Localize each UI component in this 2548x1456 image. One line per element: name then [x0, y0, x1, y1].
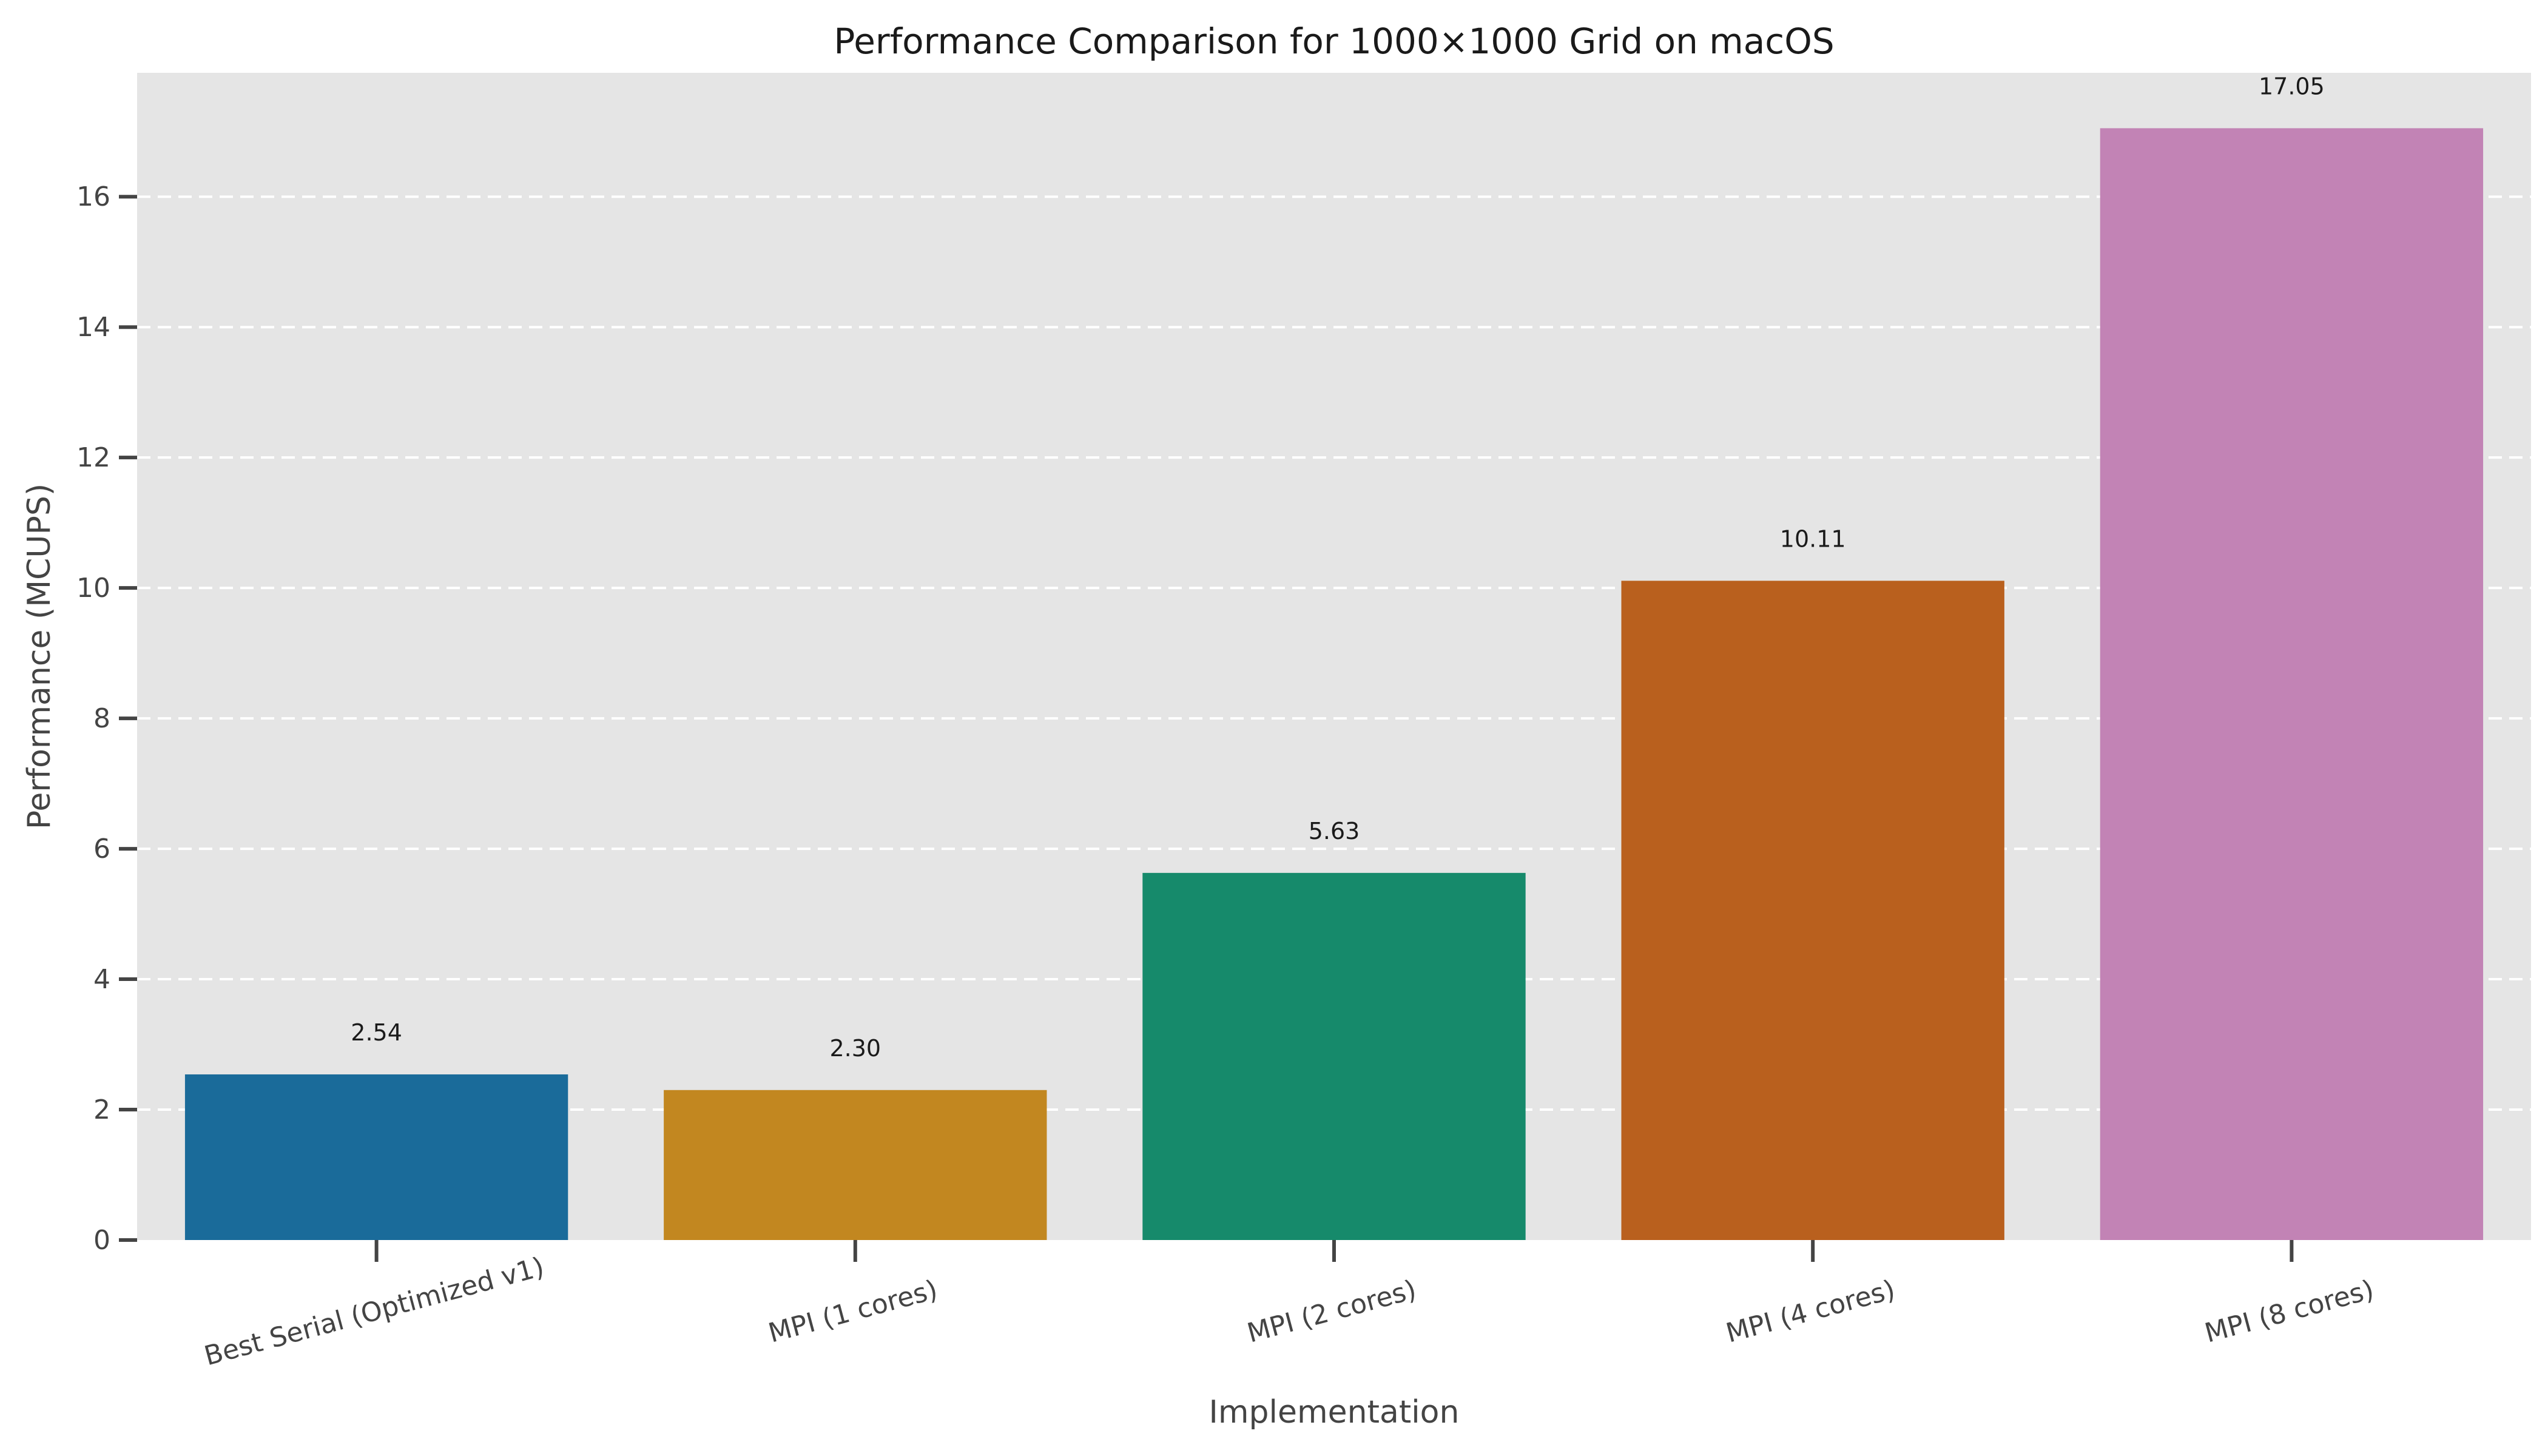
bar-value-label: 17.05 [2259, 73, 2325, 99]
x-axis-label: Implementation [1209, 1394, 1460, 1431]
bar-value-label: 10.11 [1780, 525, 1846, 552]
bars: 2.54 2.30 5.63 10.11 17.05 [184, 73, 2484, 1241]
y-tick-label: 8 [93, 703, 110, 734]
y-axis: 0 2 4 6 8 10 12 14 16 [76, 181, 137, 1256]
bar-value-label: 2.54 [351, 1019, 402, 1046]
y-tick-label: 0 [93, 1225, 110, 1256]
y-axis-label: Performance (MCUPS) [21, 484, 58, 829]
x-tick-label: MPI (8 cores) [2202, 1274, 2377, 1349]
y-tick-label: 14 [76, 312, 110, 343]
x-tick-label: Best Serial (Optimized v1) [201, 1252, 547, 1372]
bar-value-label: 5.63 [1309, 818, 1360, 844]
y-tick-label: 12 [76, 442, 110, 473]
bar [184, 1074, 568, 1240]
bar [1621, 581, 2004, 1241]
bar [2100, 128, 2484, 1240]
bar [1142, 872, 1526, 1240]
y-tick-label: 4 [93, 964, 110, 995]
bar [664, 1090, 1047, 1240]
x-tick-label: MPI (1 cores) [765, 1274, 940, 1349]
y-tick-label: 16 [76, 181, 110, 212]
x-tick-label: MPI (4 cores) [1723, 1274, 1898, 1349]
bar-value-label: 2.30 [829, 1035, 881, 1062]
x-tick-label: MPI (2 cores) [1244, 1274, 1420, 1349]
chart-title: Performance Comparison for 1000×1000 Gri… [834, 21, 1834, 62]
y-tick-label: 10 [76, 573, 110, 604]
y-tick-label: 6 [93, 834, 110, 864]
y-tick-label: 2 [93, 1094, 110, 1125]
x-axis: Best Serial (Optimized v1) MPI (1 cores) M… [201, 1240, 2377, 1372]
